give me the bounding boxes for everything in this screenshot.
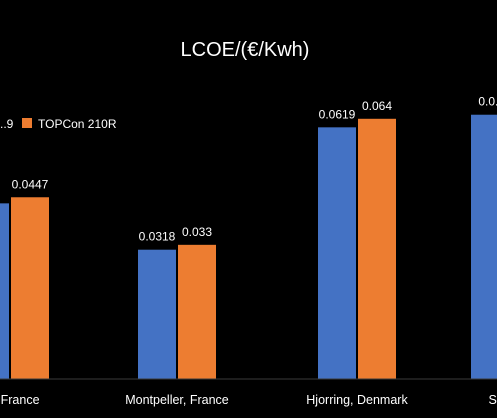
value-label-s1-c2: 0.0318 [139, 230, 176, 244]
value-label-s2-c3: 0.064 [362, 99, 392, 113]
category-label-2: Montpeller, France [125, 393, 229, 407]
bar-s1-c4 [471, 114, 497, 379]
value-label-s2-c1: 0.0447 [12, 177, 49, 191]
category-labels-group: ..s, France Montpeller, France Hjorring, D… [0, 393, 497, 407]
bar-s2-c2 [178, 244, 216, 379]
chart-title: LCOE/(€/Kwh) [181, 39, 310, 61]
bar-s2-c1 [11, 197, 49, 379]
bar-s2-c3 [358, 118, 396, 379]
category-label-4: Sonde.. [488, 393, 497, 407]
legend-swatch-series-2 [22, 118, 32, 128]
legend: ..9 TOPCon 210R [0, 117, 117, 131]
bar-s1-c2 [138, 249, 176, 379]
value-label-s1-c3: 0.0619 [319, 107, 356, 121]
legend-label-series-2: TOPCon 210R [38, 117, 117, 131]
bar-s1-c3 [318, 127, 356, 379]
value-label-s2-c2: 0.033 [182, 225, 212, 239]
legend-label-series-1: ..9 [0, 117, 14, 131]
bar-s1-c1 [0, 203, 9, 379]
category-label-3: Hjorring, Denmark [306, 393, 408, 407]
value-label-s1-c4: 0.0.. [478, 95, 497, 109]
category-label-1: ..s, France [0, 393, 40, 407]
bars-group [0, 114, 497, 379]
